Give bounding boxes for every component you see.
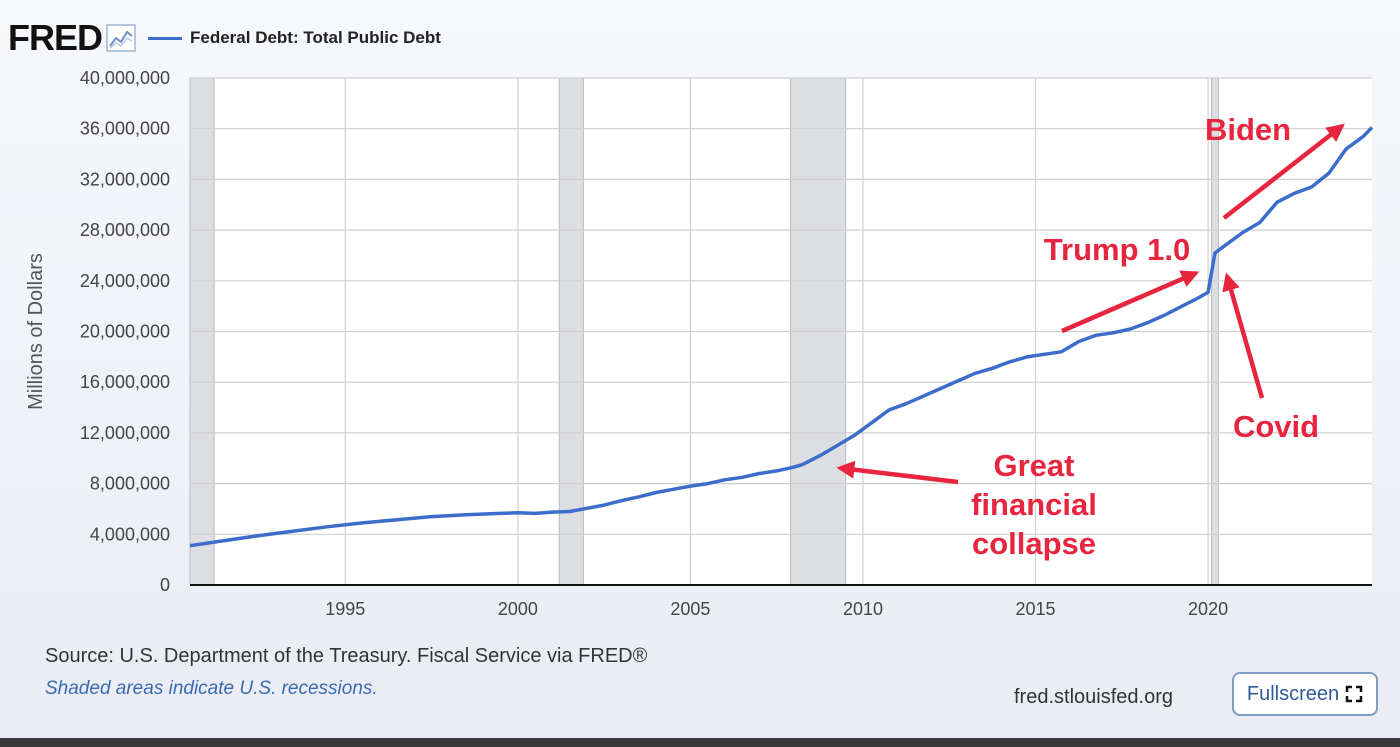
annotation-label: collapse	[972, 526, 1096, 561]
y-tick-label: 4,000,000	[90, 524, 170, 544]
chart-header: FRED Federal Debt: Total Public Debt	[8, 20, 441, 56]
y-tick-label: 36,000,000	[80, 119, 170, 139]
x-tick-label: 2010	[843, 599, 883, 619]
debt-line-chart: 0 4,000,000 8,000,000 12,000,000 16,000,000 2…	[25, 68, 1374, 619]
annotation-arrow	[836, 460, 959, 485]
fullscreen-icon	[1345, 685, 1363, 703]
fred-logo[interactable]: FRED	[8, 17, 103, 58]
x-tick-label: 2005	[670, 599, 710, 619]
annotation-label: Biden	[1205, 112, 1291, 147]
x-tick-label: 2000	[498, 599, 538, 619]
y-tick-label: 24,000,000	[80, 271, 170, 291]
y-axis-label: Millions of Dollars	[25, 253, 47, 410]
annotation-label: Trump 1.0	[1044, 232, 1190, 267]
y-tick-label: 12,000,000	[80, 423, 170, 443]
recession-note: Shaded areas indicate U.S. recessions.	[45, 678, 378, 699]
line-chart-icon	[106, 24, 136, 52]
y-tick-label: 40,000,000	[80, 68, 170, 88]
y-tick-label: 0	[160, 575, 170, 595]
x-tick-label: 2015	[1015, 599, 1055, 619]
annotation-arrow	[1222, 272, 1265, 399]
annotation-label: Great	[994, 448, 1075, 483]
x-tick-label: 1995	[325, 599, 365, 619]
annotation-arrow	[1061, 270, 1200, 334]
y-tick-label: 28,000,000	[80, 220, 170, 240]
site-url[interactable]: fred.stlouisfed.org	[1014, 686, 1173, 708]
series-line	[189, 126, 1374, 548]
annotation-arrow	[1222, 123, 1345, 220]
fullscreen-label: Fullscreen	[1246, 682, 1340, 705]
legend-swatch	[148, 36, 182, 40]
x-tick-label: 2020	[1188, 599, 1228, 619]
y-tick-label: 20,000,000	[80, 322, 170, 342]
bottom-strip	[0, 738, 1400, 747]
source-text: Source: U.S. Department of the Treasury.…	[45, 645, 648, 667]
annotation-label: financial	[971, 487, 1097, 522]
fullscreen-button[interactable]: Fullscreen	[1232, 672, 1378, 716]
y-tick-label: 16,000,000	[80, 372, 170, 392]
legend-label: Federal Debt: Total Public Debt	[190, 28, 441, 47]
annotation-label: Covid	[1233, 409, 1319, 444]
y-tick-label: 32,000,000	[80, 169, 170, 189]
y-tick-label: 8,000,000	[90, 474, 170, 494]
